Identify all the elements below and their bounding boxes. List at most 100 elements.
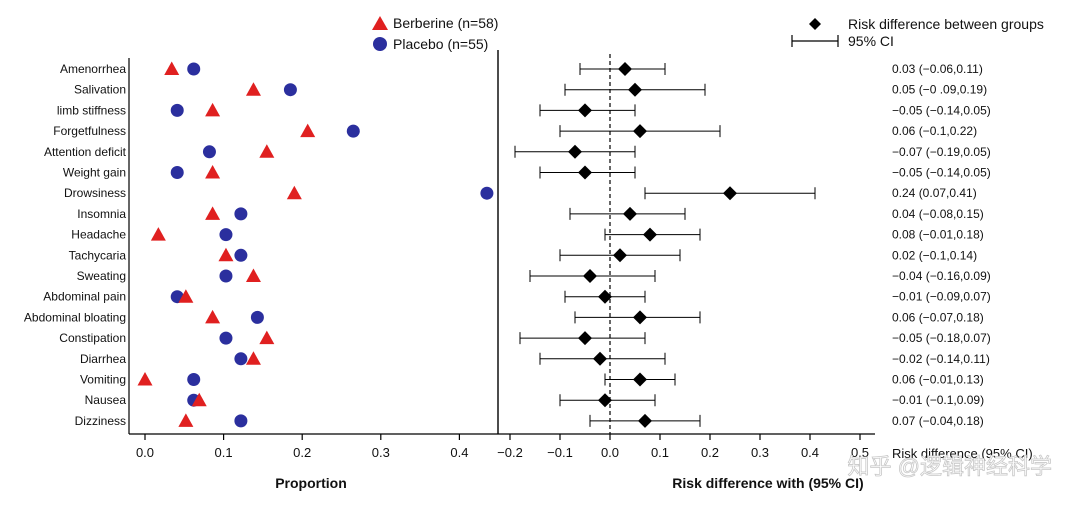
category-label: Constipation [59,331,126,345]
ci-value-label: −0.05 (−0.18,0.07) [892,331,991,345]
berberine-legend-label: Berberine (n=58) [393,15,498,31]
category-label: Drowsiness [64,186,126,200]
placebo-point [346,124,360,138]
berberine-point [205,165,221,179]
forest-markers [514,62,816,428]
ci-value-label: 0.06 (−0.07,0.18) [892,310,984,324]
forest-tick-label: 0.4 [801,445,819,460]
forest-tick-label: −0.2 [497,445,523,460]
ci-value-label: 0.03 (−0.06,0.11) [892,62,983,76]
ci-value-label: −0.05 (−0.14,0.05) [892,166,991,180]
forest-x-ticks: −0.2 −0.1 0.0 0.1 0.2 0.3 0.4 0.5 [497,434,869,460]
risk-difference-point [593,351,607,366]
risk-diff-legend-diamond [809,18,821,30]
placebo-point [219,228,233,242]
forest-tick-label: 0.3 [751,445,769,460]
proportion-tick-label: 0.1 [215,445,233,460]
placebo-point [187,62,201,76]
ci-value-label: −0.02 (−0.14,0.11) [892,352,990,366]
placebo-point [234,414,248,428]
ci-legend-label: 95% CI [848,33,894,49]
placebo-point [283,83,297,97]
placebo-point [234,352,248,366]
watermark-text: 知乎 @逻辑神经科学 [848,454,1052,479]
berberine-point [259,330,275,345]
placebo-point [234,248,248,262]
ci-value-label: 0.07 (−0.04,0.18) [892,414,984,428]
placebo-point [234,207,248,221]
forest-tick-label: −0.1 [547,445,573,460]
proportion-x-label: Proportion [275,475,347,491]
category-label: Abdominal bloating [24,310,126,324]
berberine-point [178,289,194,303]
berberine-point [218,247,234,262]
berberine-point [205,309,221,324]
risk-difference-point [578,331,592,346]
category-label: Tachycaria [69,248,127,262]
proportion-tick-label: 0.3 [372,445,390,460]
berberine-point [178,413,194,427]
placebo-point [480,186,494,200]
forest-tick-label: 0.0 [601,445,619,460]
proportion-tick-label: 0.0 [136,445,154,460]
ci-value-label: 0.24 (0.07,0.41) [892,186,977,200]
category-label: Headache [71,228,126,242]
berberine-legend-triangle [372,16,388,30]
placebo-point [202,145,216,159]
placebo-point [219,331,233,345]
ci-text-column: 0.03 (−0.06,0.11) 0.05 (−0 .09,0.19) −0.05… [892,62,991,428]
berberine-point [245,351,261,365]
category-label: limb stiffness [57,103,126,117]
risk-difference-point [583,269,597,283]
risk-difference-point [613,248,627,263]
proportion-tick-label: 0.4 [450,445,468,460]
forest-tick-label: 0.2 [701,445,719,460]
risk-difference-point [578,103,592,118]
category-label: Nausea [85,393,127,407]
ci-value-label: −0.04 (−0.16,0.09) [892,269,991,283]
risk-difference-point [723,186,737,201]
risk-diff-legend-label: Risk difference between groups [848,16,1044,32]
berberine-point [259,144,275,158]
forest-legend: Risk difference between groups 95% CI [791,16,1044,49]
risk-difference-point [618,62,632,76]
berberine-point [245,82,261,96]
berberine-point [300,123,316,138]
berberine-point [191,392,207,407]
risk-difference-point [598,393,612,408]
forest-panel: −0.2 −0.1 0.0 0.1 0.2 0.3 0.4 0.5 0.03 (−0.06,0… [497,50,1033,491]
category-label: Attention deficit [44,145,127,159]
berberine-point [245,268,261,282]
ci-value-label: 0.06 (−0.01,0.13) [892,373,984,387]
forest-tick-label: 0.1 [651,445,669,460]
ci-value-label: 0.02 (−0.1,0.14) [892,248,977,262]
risk-difference-point [633,372,647,387]
forest-tick-label: 0.5 [851,445,869,460]
risk-difference-point [633,124,647,139]
proportion-legend: Berberine (n=58) Placebo (n=55) [372,15,498,52]
berberine-point [205,206,221,220]
placebo-legend-circle [373,37,387,51]
category-label: Insomnia [77,207,126,221]
proportion-x-ticks: 0.0 0.1 0.2 0.3 0.4 [136,434,468,460]
risk-difference-point [628,82,642,97]
ci-value-label: −0.05 (−0.14,0.05) [892,103,991,117]
ci-value-label: 0.05 (−0 .09,0.19) [892,83,987,97]
category-label: Sweating [77,269,126,283]
ci-value-label: 0.08 (−0.01,0.18) [892,228,984,242]
placebo-point [170,103,184,117]
berberine-point [150,227,166,241]
category-labels: Amenorrhea Salivation limb stiffness Forget… [24,62,127,428]
category-label: Abdominal pain [43,290,126,304]
risk-difference-point [633,310,647,325]
ci-value-label: −0.01 (−0.09,0.07) [892,290,991,304]
proportion-panel: Amenorrhea Salivation limb stiffness Forget… [24,58,498,491]
ci-value-label: 0.06 (−0.1,0.22) [892,124,977,138]
berberine-point [286,185,302,200]
risk-difference-point [643,227,657,242]
placebo-point [170,166,184,179]
placebo-point [219,269,233,283]
category-label: Weight gain [63,166,126,180]
ci-value-label: 0.04 (−0.08,0.15) [892,207,984,221]
